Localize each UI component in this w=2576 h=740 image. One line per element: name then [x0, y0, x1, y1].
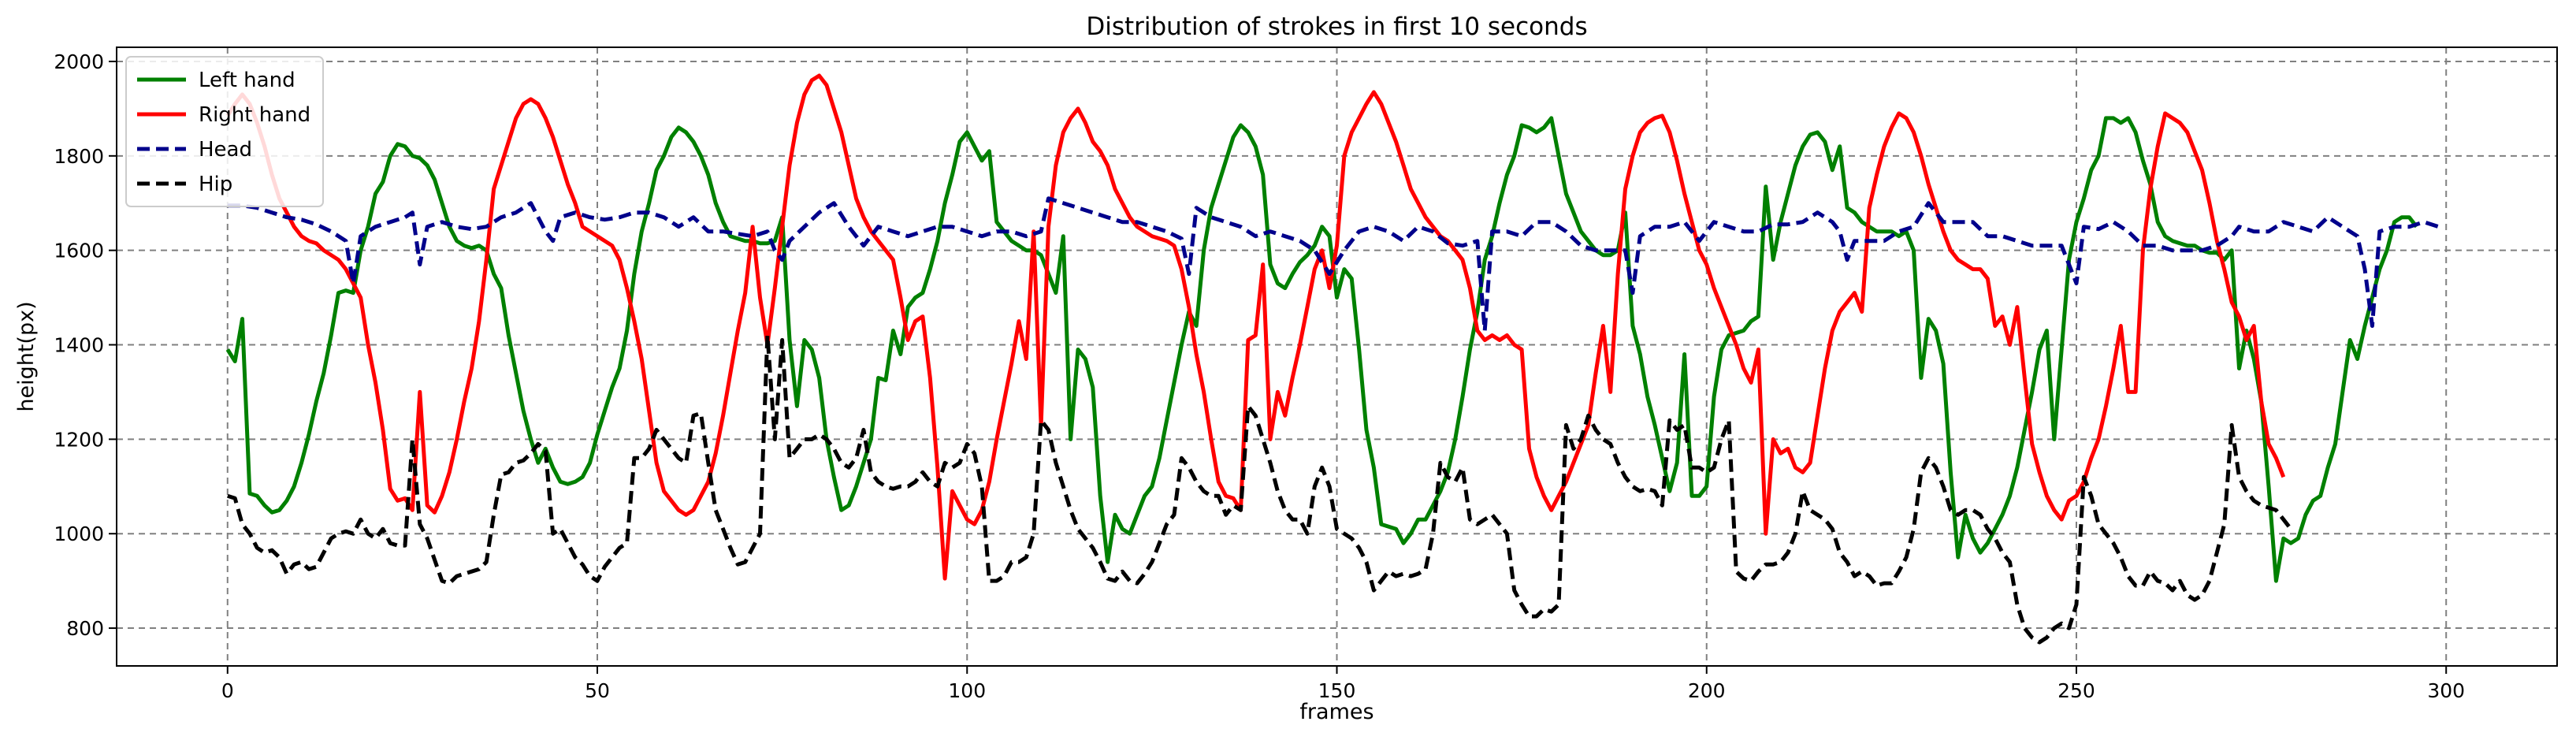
series-line-hip	[227, 333, 2293, 645]
x-tick-label: 0	[221, 679, 234, 702]
y-tick-label: 1800	[54, 145, 104, 168]
series-line-right-hand	[225, 73, 2286, 581]
legend-label: Head	[199, 138, 252, 162]
y-tick-label: 1400	[54, 334, 104, 357]
x-axis-label: frames	[1299, 700, 1373, 724]
legend-label: Left hand	[199, 69, 296, 92]
legend-box	[125, 56, 324, 207]
x-tick-label: 200	[1688, 679, 1726, 702]
x-tick-label: 100	[948, 679, 986, 702]
y-tick-label: 1200	[54, 428, 104, 451]
y-tick-label: 800	[66, 617, 104, 640]
legend-label: Right hand	[199, 103, 310, 127]
series-line-head	[227, 196, 2440, 333]
y-tick-label: 1600	[54, 240, 104, 262]
legend-label: Hip	[199, 173, 232, 196]
y-tick-label: 2000	[54, 50, 104, 73]
legend-items: Left hand Right hand Head Hip	[137, 69, 310, 196]
x-tick-label: 150	[1318, 679, 1356, 702]
chart-title: Distribution of strokes in first 10 seco…	[1086, 13, 1587, 41]
series-lines	[225, 73, 2440, 645]
x-tick-label: 50	[585, 679, 610, 702]
legend: Left hand Right hand Head Hip	[125, 56, 324, 207]
grid-lines	[117, 47, 2557, 666]
y-axis-ticks: 800 1000 1200 1400 1600 1800 2000	[54, 50, 117, 640]
x-tick-label: 300	[2427, 679, 2465, 702]
y-axis-label: height(px)	[14, 301, 39, 411]
y-tick-label: 1000	[54, 522, 104, 545]
x-axis-ticks: 0 50 100 150 200 250 300	[221, 666, 2465, 702]
x-tick-label: 250	[2057, 679, 2095, 702]
series-line-left-hand	[225, 116, 2418, 583]
